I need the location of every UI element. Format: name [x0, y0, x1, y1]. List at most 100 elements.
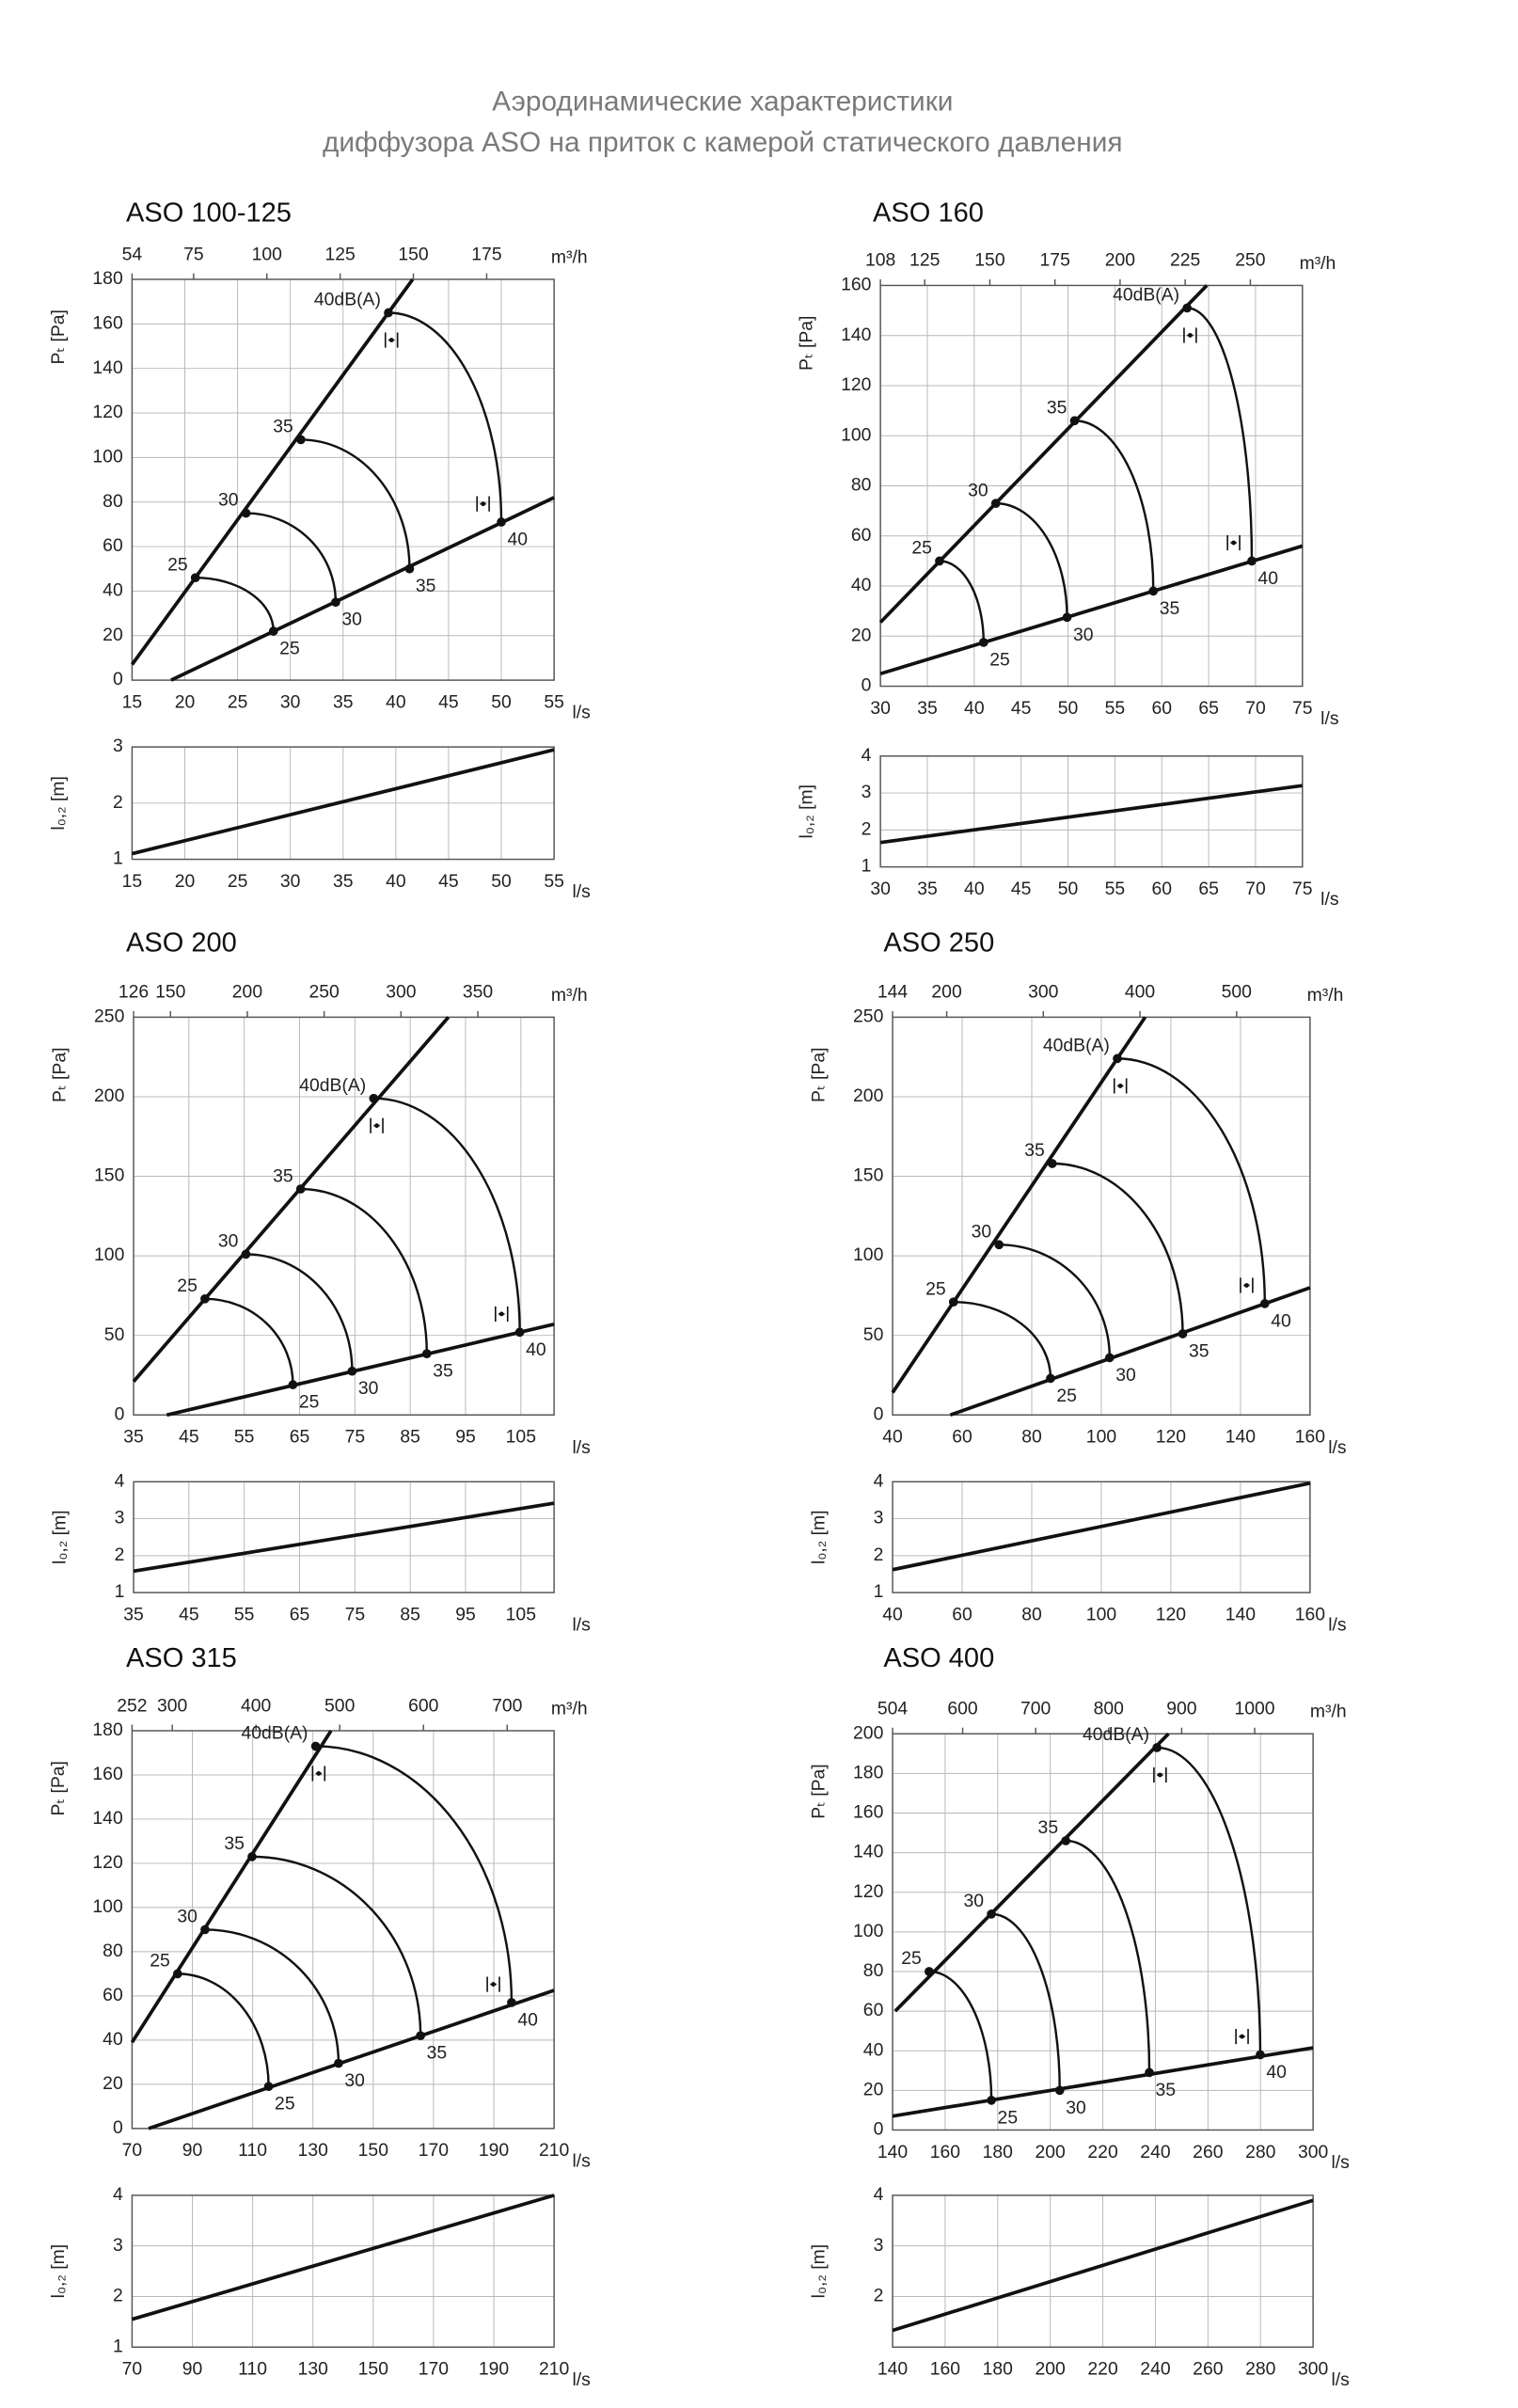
x2-axis-label: m³/h — [1300, 253, 1336, 274]
point-label: 25 — [901, 1948, 922, 1969]
flow-icon — [1153, 1766, 1167, 1783]
point-label: 35 — [433, 1361, 453, 1382]
point-label: 30 — [358, 1378, 379, 1399]
x-tick-label: 210 — [539, 2140, 570, 2161]
x-tick-label: 150 — [358, 2140, 389, 2161]
x-axis-label: l/s — [1320, 708, 1338, 729]
point-label: 35 — [1155, 2080, 1176, 2100]
y-tick-label: 180 — [92, 268, 123, 289]
point — [990, 499, 1001, 508]
y-axis-label: l₀,₂ [m] — [50, 1510, 71, 1563]
point — [200, 1293, 210, 1304]
x-tick-label: 50 — [1058, 879, 1079, 899]
y-axis-label: l₀,₂ [m] — [809, 2244, 830, 2299]
y-tick-label: 60 — [103, 1985, 123, 2005]
noise-curve — [991, 1912, 1061, 2091]
x2-tick-label: 700 — [1020, 1698, 1052, 1719]
point-label: 40 — [526, 1339, 546, 1360]
y-tick-label: 4 — [113, 2184, 123, 2205]
y-tick-label: 160 — [92, 1764, 123, 1784]
y-tick-label: 2 — [113, 2286, 123, 2306]
noise-curve — [245, 1253, 354, 1371]
y-tick-label: 100 — [94, 1244, 125, 1265]
icon-dot — [491, 1982, 496, 1987]
x-axis-label: l/s — [572, 2369, 590, 2390]
point — [948, 1297, 958, 1307]
plot-frame — [133, 1481, 555, 1593]
panel-title: ASO 200 — [126, 928, 237, 958]
x2-axis-label: m³/h — [1310, 1702, 1347, 1722]
point-label: 25 — [1056, 1386, 1077, 1406]
y-axis-label: Pₜ [Pa] — [50, 1048, 71, 1102]
point — [347, 1366, 357, 1376]
point — [295, 1184, 306, 1194]
point-label: 40 — [1257, 568, 1278, 589]
x2-tick-label: 900 — [1166, 1698, 1197, 1719]
y-tick-label: 20 — [863, 2079, 884, 2099]
y-tick-label: 20 — [103, 2073, 123, 2094]
line-series — [892, 1481, 1311, 1572]
y-tick-label: 0 — [874, 2119, 884, 2140]
line-series — [131, 2194, 555, 2321]
x-tick-label: 200 — [1036, 2359, 1067, 2380]
x2-tick-label: 400 — [241, 1695, 272, 1716]
x-tick-label: 105 — [506, 1427, 536, 1448]
point — [1178, 1329, 1188, 1339]
noise-curve — [177, 1972, 270, 2087]
noise-curve — [928, 1970, 993, 2100]
line-series — [892, 2046, 1314, 2118]
y-tick-label: 50 — [104, 1324, 125, 1345]
x-tick-label: 140 — [878, 2142, 909, 2162]
x-tick-label: 85 — [400, 1427, 420, 1448]
x2-tick-label: 600 — [408, 1695, 439, 1716]
x-tick-label: 30 — [870, 879, 891, 899]
point — [1113, 1054, 1122, 1064]
x2-axis-label: m³/h — [1307, 985, 1344, 1006]
y-tick-label: 200 — [853, 1722, 884, 1743]
point — [310, 1741, 321, 1751]
x2-axis-label: m³/h — [551, 1698, 588, 1719]
x2-tick-label: 125 — [324, 244, 355, 264]
y-tick-label: 40 — [103, 2029, 123, 2050]
flow-icon — [495, 1306, 509, 1323]
y-tick-label: 140 — [841, 325, 872, 345]
noise-curve — [251, 1855, 422, 2036]
noise-curve — [315, 1745, 514, 2003]
noise-curve — [1187, 307, 1254, 562]
x-tick-label: 35 — [333, 691, 354, 712]
x2-tick-label: 75 — [183, 244, 204, 264]
point — [1148, 586, 1159, 596]
x-tick-label: 60 — [952, 1427, 972, 1448]
x-tick-label: 45 — [438, 691, 459, 712]
point-label: 30 — [1073, 625, 1094, 645]
x-tick-label: 35 — [123, 1427, 144, 1448]
plot-frame — [131, 1730, 555, 2130]
y-tick-label: 2 — [113, 792, 123, 813]
x-tick-label: 65 — [1198, 698, 1219, 719]
x-tick-label: 60 — [1151, 879, 1172, 899]
point-label: 35 — [1047, 397, 1067, 418]
x2-tick-label: 100 — [252, 244, 283, 264]
x2-tick-label: 300 — [1028, 982, 1059, 1003]
x-tick-label: 65 — [290, 1427, 310, 1448]
point-label: 30 — [177, 1907, 198, 1927]
x-axis-label: l/s — [572, 1615, 590, 1636]
y-tick-label: 200 — [853, 1085, 884, 1106]
line-series — [148, 1988, 555, 2131]
noise-curve — [999, 1244, 1112, 1358]
point-label: 30 — [963, 1891, 984, 1911]
x-tick-label: 15 — [122, 691, 143, 712]
x-tick-label: 55 — [1105, 698, 1126, 719]
noise-curve — [204, 1928, 340, 2064]
x-tick-label: 30 — [280, 871, 301, 892]
x-tick-label: 30 — [870, 698, 891, 719]
point-label: 30 — [972, 1221, 992, 1242]
x2-tick-label: 504 — [878, 1698, 909, 1719]
y-tick-label: 180 — [853, 1762, 884, 1782]
point-label: 35 — [1160, 598, 1180, 619]
x2-tick-label: 175 — [471, 244, 501, 264]
x-axis-label: l/s — [572, 2150, 590, 2171]
y-axis-label: Pₜ [Pa] — [48, 309, 69, 364]
y-tick-label: 1 — [113, 848, 123, 869]
x-tick-label: 80 — [1021, 1604, 1042, 1624]
